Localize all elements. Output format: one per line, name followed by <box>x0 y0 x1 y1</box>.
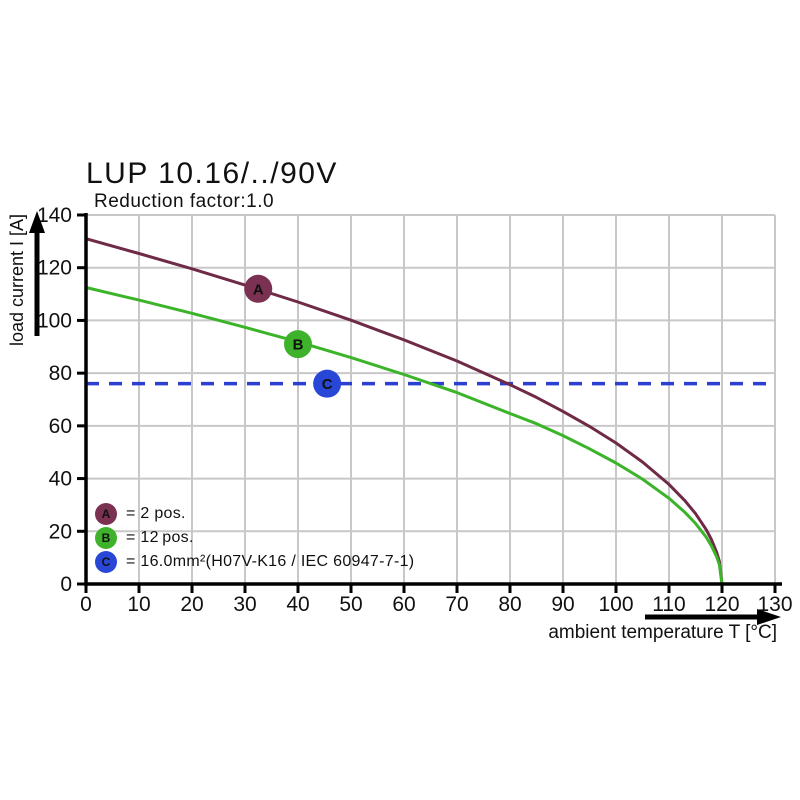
y-axis-label: load current I [A] <box>7 213 27 347</box>
legend-row-b: B = 12 pos. <box>95 526 414 550</box>
chart-subtitle: Reduction factor:1.0 <box>94 191 275 212</box>
x-tick-label: 120 <box>704 593 739 616</box>
legend-chip-b-icon: B <box>95 527 117 549</box>
x-tick-label: 40 <box>286 593 309 616</box>
x-tick-label: 100 <box>598 593 633 616</box>
legend-chip-a-icon: A <box>95 503 117 525</box>
marker-A <box>244 274 273 303</box>
legend-row-c: C = 16.0mm²(H07V-K16 / IEC 60947-7-1) <box>95 550 414 574</box>
y-tick-label: 40 <box>49 468 72 491</box>
x-tick-label: 110 <box>652 593 685 616</box>
y-tick-label: 60 <box>49 415 72 438</box>
marker-C-letter: C <box>322 376 333 393</box>
legend-label-a: = 2 pos. <box>126 505 186 522</box>
y-tick-label: 140 <box>37 204 72 227</box>
x-tick-label: 130 <box>757 593 792 616</box>
legend-chip-a-letter: A <box>101 507 111 521</box>
x-tick-label: 10 <box>127 593 150 616</box>
chart-legend: A = 2 pos. B = 12 pos. C = 16.0mm²(H07V-… <box>95 502 414 574</box>
chart-title: LUP 10.16/../90V <box>86 157 338 190</box>
x-tick-label: 70 <box>445 593 468 616</box>
x-axis-label: ambient temperature T [°C] <box>548 622 777 643</box>
marker-B <box>284 330 312 359</box>
x-axis-arrow-icon <box>757 609 781 625</box>
x-tick-label: 30 <box>233 593 256 616</box>
x-tick-label: 20 <box>180 593 203 616</box>
x-tick-label: 0 <box>80 593 92 616</box>
legend-row-a: A = 2 pos. <box>95 502 414 526</box>
curve-A <box>84 237 724 586</box>
y-tick-label: 20 <box>49 520 72 543</box>
marker-B-letter: B <box>293 337 304 354</box>
legend-label-b: = 12 pos. <box>126 529 194 546</box>
marker-C <box>313 369 342 398</box>
y-tick-label: 120 <box>37 257 72 280</box>
y-axis-arrow-icon <box>29 211 45 233</box>
legend-chip-b-letter: B <box>101 531 111 545</box>
x-tick-label: 60 <box>392 593 415 616</box>
x-tick-label: 80 <box>498 593 521 616</box>
y-tick-label: 100 <box>37 309 72 332</box>
curve-B <box>84 286 724 586</box>
y-tick-label: 80 <box>49 362 72 385</box>
x-tick-label: 50 <box>339 593 362 616</box>
x-tick-label: 90 <box>551 593 574 616</box>
legend-chip-c-letter: C <box>101 555 111 569</box>
legend-chip-c-icon: C <box>95 551 117 573</box>
legend-label-c: = 16.0mm²(H07V-K16 / IEC 60947-7-1) <box>126 553 415 570</box>
y-tick-label: 0 <box>60 573 72 596</box>
marker-A-letter: A <box>253 281 264 298</box>
